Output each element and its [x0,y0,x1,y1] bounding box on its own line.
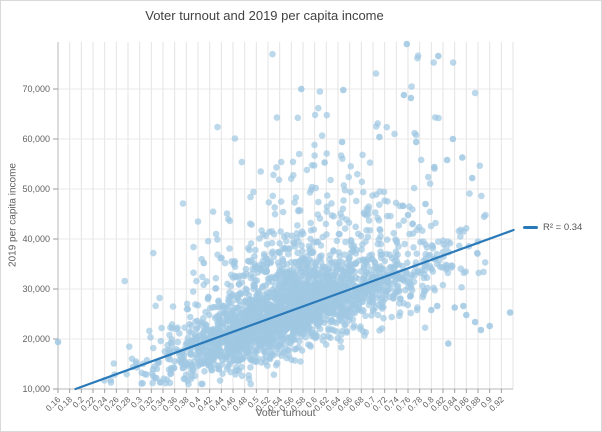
scatter-points [101,50,489,388]
svg-text:40,000: 40,000 [22,234,50,244]
svg-text:20,000: 20,000 [22,334,50,344]
axis-lines [57,42,513,390]
chart-title: Voter turnout and 2019 per capita income [145,8,384,23]
x-axis-title: Voter turnout [255,407,316,419]
outlier-points [54,40,514,347]
legend-label: R² = 0.34 [543,222,583,233]
svg-text:10,000: 10,000 [22,384,50,394]
svg-text:70,000: 70,000 [22,84,50,94]
y-tick-labels: 10,000 20,000 30,000 40,000 50,000 60,000 70,0… [22,84,50,394]
legend-item-trendline[interactable]: R² = 0.34 [523,222,582,233]
svg-text:30,000: 30,000 [22,284,50,294]
trendline [74,228,515,391]
trendline-swatch-icon [523,226,538,229]
svg-text:50,000: 50,000 [22,184,50,194]
tick-marks [53,88,502,393]
svg-text:60,000: 60,000 [22,134,50,144]
